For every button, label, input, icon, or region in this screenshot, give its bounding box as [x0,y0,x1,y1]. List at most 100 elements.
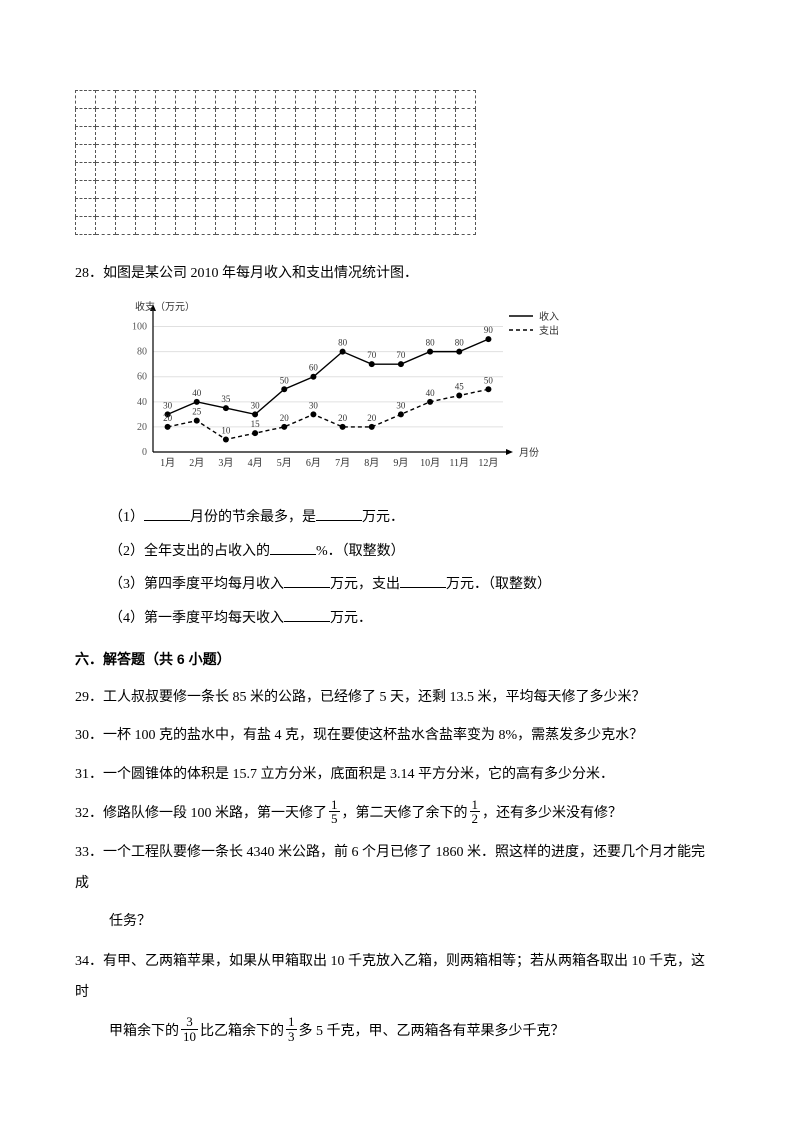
grid-table [75,90,476,235]
chart-svg: 020406080100收支（万元）月份1月2月3月4月5月6月7月8月9月10… [115,298,575,478]
blank[interactable] [144,506,190,521]
q28-sub4: （4）第一季度平均每天收入 万元． [109,602,718,636]
fraction: 13 [286,1015,297,1043]
qtext: 甲箱余下的 [109,1024,179,1039]
svg-text:20: 20 [367,413,377,423]
svg-text:60: 60 [309,363,319,373]
svg-text:40: 40 [192,388,202,398]
qtext: 任务？ [109,914,151,929]
label: （4）第一季度平均每天收入 [109,611,284,626]
svg-text:90: 90 [484,325,494,335]
svg-text:7月: 7月 [335,457,350,469]
svg-text:3月: 3月 [218,457,233,469]
svg-text:20: 20 [338,413,348,423]
svg-text:70: 70 [396,350,406,360]
svg-text:12月: 12月 [478,457,498,469]
denom: 3 [286,1030,297,1044]
svg-text:支出: 支出 [539,324,559,337]
qtext: 比乙箱余下的 [200,1024,284,1039]
svg-text:4月: 4月 [248,457,263,469]
label: 万元． [330,611,372,626]
svg-text:9月: 9月 [393,457,408,469]
svg-text:2月: 2月 [189,457,204,469]
qtext: 一个工程队要修一条长 4340 米公路，前 6 个月已修了 1860 米．照这样… [75,845,705,891]
income-expense-chart: 020406080100收支（万元）月份1月2月3月4月5月6月7月8月9月10… [115,298,718,487]
qnum: 33． [75,845,103,860]
denom: 5 [329,812,340,826]
numer: 1 [329,798,340,813]
blank[interactable] [400,573,446,588]
qtext: 一个圆锥体的体积是 15.7 立方分米，底面积是 3.14 平方分米，它的高有多… [103,767,614,782]
svg-text:8月: 8月 [364,457,379,469]
blank[interactable] [270,539,316,554]
svg-text:50: 50 [280,375,290,385]
svg-text:45: 45 [455,381,465,391]
qnum: 31． [75,767,103,782]
qtext: 修路队修一段 100 米路，第一天修了 [103,806,327,821]
svg-text:25: 25 [192,406,202,416]
svg-text:50: 50 [484,375,494,385]
qtext: ，还有多少米没有修？ [482,806,622,821]
label: （3）第四季度平均每月收入 [109,577,284,592]
svg-text:40: 40 [137,397,147,408]
svg-text:1月: 1月 [160,457,175,469]
q32: 32．修路队修一段 100 米路，第一天修了15，第二天修了余下的12，还有多少… [75,799,718,830]
svg-text:10: 10 [221,425,231,435]
label: 万元． [362,510,404,525]
svg-text:70: 70 [367,350,377,360]
answer-grid [75,90,718,235]
qnum: 29． [75,690,103,705]
q33-cont: 任务？ [109,905,718,939]
qnum: 34． [75,954,103,969]
svg-text:收支（万元）: 收支（万元） [135,300,195,313]
qnum: 30． [75,728,103,743]
svg-text:5月: 5月 [277,457,292,469]
label: 万元，支出 [330,577,400,592]
denom: 10 [181,1030,198,1044]
q28-sub3: （3）第四季度平均每月收入 万元，支出 万元．（取整数） [109,568,718,602]
q31: 31．一个圆锥体的体积是 15.7 立方分米，底面积是 3.14 平方分米，它的… [75,760,718,791]
svg-text:收入: 收入 [539,310,559,323]
svg-text:80: 80 [137,346,147,357]
label: （2）全年支出的占收入的 [109,544,270,559]
q29: 29．工人叔叔要修一条长 85 米的公路，已经修了 5 天，还剩 13.5 米，… [75,683,718,714]
section-6-heading: 六．解答题（共 6 小题） [75,647,718,672]
label: %．（取整数） [316,544,405,559]
q28-sub1: （1） 月份的节余最多，是 万元． [109,501,718,535]
qnum: 32． [75,806,103,821]
qtext: 一杯 100 克的盐水中，有盐 4 克，现在要使这杯盐水含盐率变为 8%，需蒸发… [103,728,643,743]
svg-text:20: 20 [137,422,147,433]
qtext: 工人叔叔要修一条长 85 米的公路，已经修了 5 天，还剩 13.5 米，平均每… [103,690,646,705]
q34-cont: 甲箱余下的310比乙箱余下的13多 5 千克，甲、乙两箱各有苹果多少千克？ [109,1015,718,1049]
svg-text:0: 0 [142,447,147,458]
blank[interactable] [284,606,330,621]
svg-text:30: 30 [309,400,319,410]
qtext: 有甲、乙两箱苹果，如果从甲箱取出 10 千克放入乙箱，则两箱相等；若从两箱各取出… [75,954,705,1000]
q28-text: 如图是某公司 2010 年每月收入和支出情况统计图． [103,266,418,281]
numer: 1 [286,1015,297,1030]
qtext: 多 5 千克，甲、乙两箱各有苹果多少千克？ [299,1024,565,1039]
blank[interactable] [316,506,362,521]
fraction: 15 [329,798,340,826]
svg-text:80: 80 [426,337,436,347]
numer: 3 [181,1015,198,1030]
svg-text:30: 30 [163,400,173,410]
blank[interactable] [284,573,330,588]
svg-text:月份: 月份 [519,447,539,459]
svg-text:30: 30 [396,400,406,410]
svg-text:35: 35 [221,394,231,404]
label: 万元．（取整数） [446,577,551,592]
svg-text:11月: 11月 [449,457,469,469]
svg-text:20: 20 [280,413,290,423]
svg-text:80: 80 [455,337,465,347]
label: 月份的节余最多，是 [190,510,316,525]
q34: 34．有甲、乙两箱苹果，如果从甲箱取出 10 千克放入乙箱，则两箱相等；若从两箱… [75,947,718,1009]
q28-stem: 28．如图是某公司 2010 年每月收入和支出情况统计图． [75,259,718,290]
svg-text:40: 40 [426,388,436,398]
fraction: 12 [470,798,481,826]
denom: 2 [470,812,481,826]
fraction: 310 [181,1015,198,1043]
svg-text:15: 15 [251,419,260,429]
label: （1） [109,510,144,525]
q28-sub2: （2）全年支出的占收入的 %．（取整数） [109,535,718,569]
